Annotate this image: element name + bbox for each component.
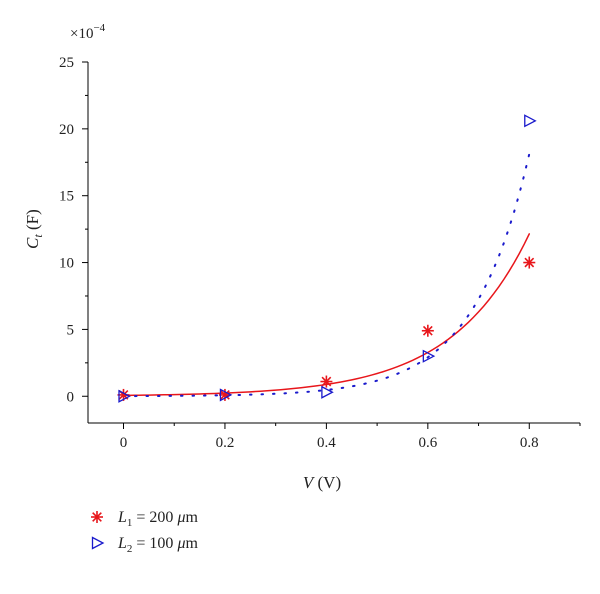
series-1-point — [421, 324, 434, 337]
fit-curves — [122, 152, 531, 398]
x-tick-label: 0.4 — [317, 435, 336, 451]
x-tick-label: 0 — [120, 435, 128, 451]
legend-label: L1 = 200 μm — [117, 509, 198, 529]
y-tick-label: 15 — [59, 189, 74, 205]
series-1-point — [320, 375, 333, 388]
series-2-fit-line — [122, 152, 531, 398]
series-2-point — [524, 114, 537, 128]
y-tick-label: 10 — [59, 256, 74, 272]
series-1-point — [523, 256, 536, 269]
axes: 0 0.2 0.4 0.6 0.8 0 5 10 15 20 25 ×10−4 V (V) Ct (F) — [23, 22, 581, 492]
series-2-point — [422, 349, 436, 363]
y-multiplier-label: ×10−4 — [70, 22, 106, 42]
series-2-point — [321, 385, 334, 399]
data-markers — [117, 114, 537, 403]
legend-marker-triangle — [91, 536, 105, 550]
x-axis-label: V (V) — [303, 473, 341, 492]
x-tick-label: 0.8 — [520, 435, 539, 451]
y-tick-label: 20 — [59, 122, 74, 138]
y-tick-label: 0 — [67, 389, 75, 405]
legend-label: L2 = 100 μm — [117, 535, 198, 555]
y-tick-label: 5 — [67, 322, 75, 338]
series-2-point — [219, 388, 233, 402]
y-tick-label: 25 — [59, 55, 74, 71]
x-tick-label: 0.6 — [418, 435, 437, 451]
legend: L1 = 200 μm L2 = 100 μm — [91, 509, 198, 555]
y-axis-label: Ct (F) — [23, 209, 45, 249]
x-tick-label: 0.2 — [216, 435, 235, 451]
legend-marker-asterisk — [91, 511, 103, 523]
series-2-point — [118, 389, 131, 403]
